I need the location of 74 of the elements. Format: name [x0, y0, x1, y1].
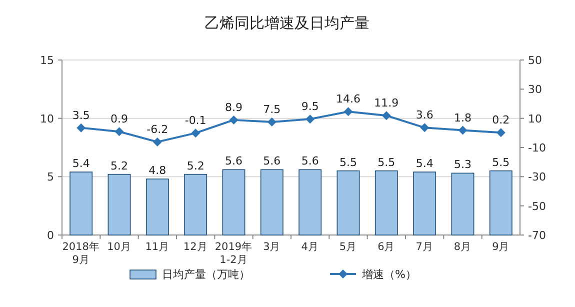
x-tick-label: 10月	[107, 241, 132, 253]
point	[267, 117, 276, 126]
bar	[184, 174, 208, 236]
point	[114, 127, 124, 136]
point	[306, 114, 315, 124]
y2-tick-label: 50	[528, 54, 542, 67]
point	[420, 123, 430, 132]
x-tick-label: 3月	[263, 241, 281, 253]
data-label: 7.5	[263, 102, 281, 116]
data-label: 5.5	[492, 156, 510, 169]
y2-tick-label: -50	[528, 200, 546, 213]
bar	[451, 172, 474, 236]
y2-tick-label: 30	[528, 83, 542, 96]
bar	[108, 174, 131, 236]
chart-title: 乙烯同比增速及日均产量	[204, 14, 370, 32]
data-label: 5.3	[454, 158, 472, 172]
data-label: 0.2	[492, 114, 510, 127]
y2-tick-label: -10	[528, 142, 546, 154]
data-label: 0.9	[110, 112, 128, 126]
data-label: 5.6	[225, 154, 242, 168]
bar	[222, 169, 246, 236]
bar	[336, 170, 360, 236]
x-tick-label: 2018年 9月	[62, 241, 100, 266]
data-label: 5.2	[110, 159, 128, 172]
data-label: 5.4	[72, 157, 90, 170]
data-label: 14.6	[336, 92, 360, 106]
point	[191, 128, 200, 138]
data-label: 3.5	[72, 108, 90, 122]
y-tick-label: 5	[47, 170, 54, 184]
bar	[70, 172, 93, 236]
legend-label: 增速（%）	[361, 268, 416, 281]
data-label: 5.2	[186, 159, 204, 172]
data-label: 5.6	[301, 154, 319, 168]
data-label: 11.9	[374, 96, 399, 110]
x-tick-label: 6月	[378, 241, 396, 253]
bar	[374, 170, 398, 236]
bar	[489, 170, 512, 236]
y-tick-label: 15	[40, 54, 54, 67]
data-label: 5.6	[263, 154, 281, 168]
bar	[146, 178, 169, 236]
data-label: 1.8	[454, 111, 472, 124]
point	[152, 137, 162, 146]
bar	[298, 169, 322, 236]
x-tick-label: 8月	[454, 241, 472, 253]
point	[496, 128, 506, 138]
data-label: 8.9	[225, 100, 242, 114]
x-tick-label: 7月	[416, 241, 434, 253]
y2-tick-label: -70	[528, 229, 546, 242]
point	[458, 126, 468, 135]
y2-tick-label: -30	[528, 170, 546, 184]
bar	[413, 172, 436, 236]
data-label: 4.8	[148, 164, 166, 177]
point	[344, 107, 353, 116]
x-tick-label: 9月	[492, 241, 510, 253]
bar	[260, 169, 284, 236]
point	[229, 115, 238, 124]
data-label: 5.5	[340, 156, 357, 169]
data-label: 5.4	[416, 157, 434, 170]
data-label: 5.5	[378, 156, 396, 169]
y-tick-label: 10	[40, 112, 54, 126]
data-label: -0.1	[184, 114, 206, 128]
x-tick-label: 2019年 1-2月	[214, 241, 253, 266]
data-label: -6.2	[146, 122, 168, 136]
data-label: 9.5	[301, 100, 319, 114]
data-label: 3.6	[416, 108, 434, 122]
point	[76, 123, 86, 132]
x-tick-label: 5月	[339, 241, 358, 253]
y2-tick-label: 10	[528, 112, 542, 126]
y-tick-label: 0	[47, 229, 54, 242]
x-tick-label: 4月	[301, 241, 319, 253]
x-tick-label: 12月	[183, 241, 208, 253]
legend-label: 日均产量（万吨）	[162, 268, 250, 281]
point	[382, 111, 391, 120]
x-tick-label: 11月	[145, 241, 170, 253]
